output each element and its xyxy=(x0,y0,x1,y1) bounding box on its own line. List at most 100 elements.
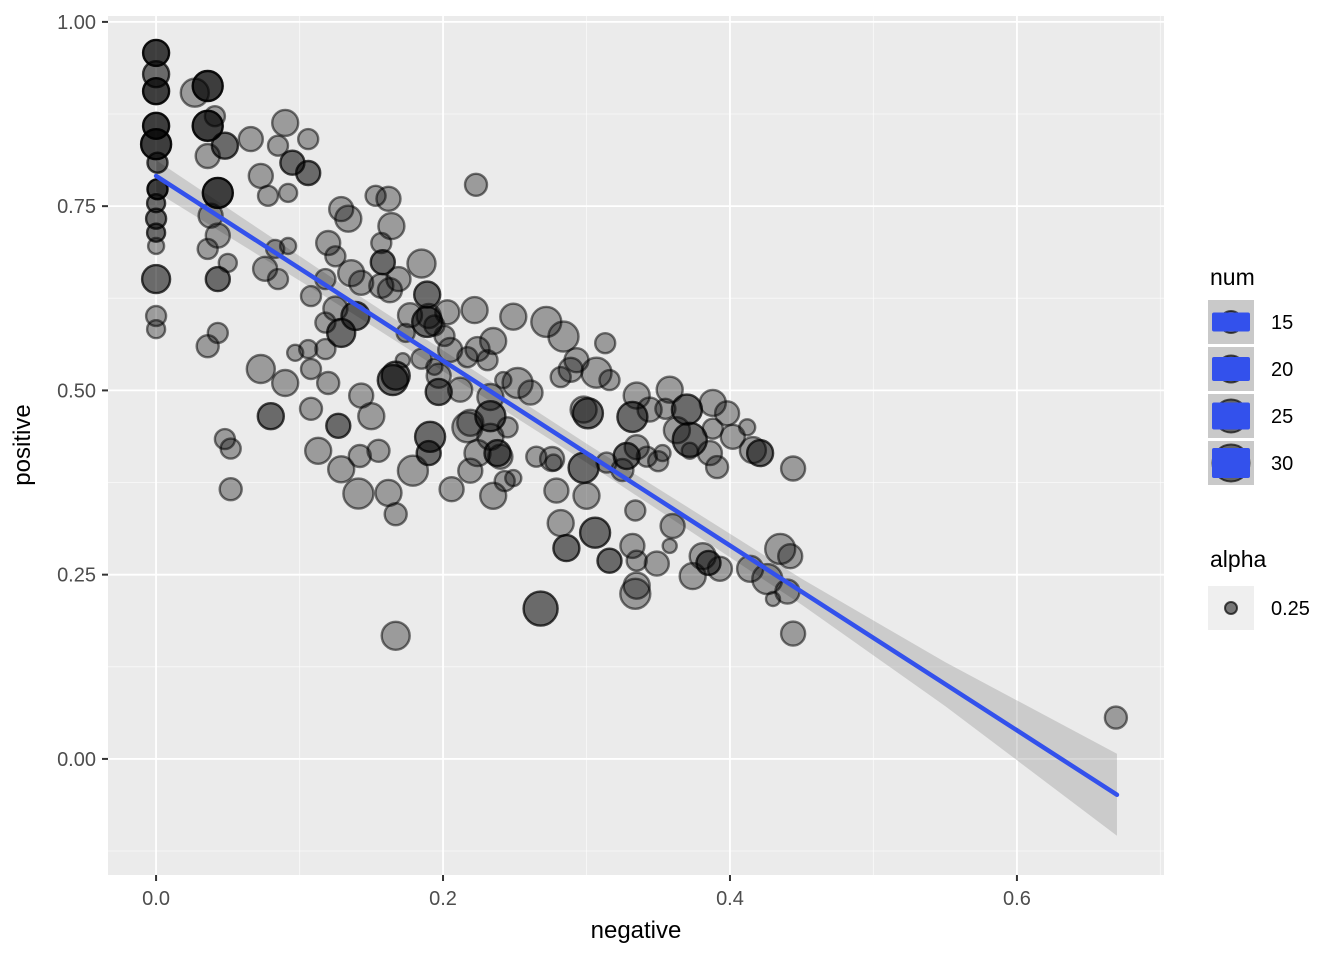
data-point xyxy=(297,127,320,151)
data-point xyxy=(504,468,523,488)
legend-smooth-swatch xyxy=(1212,448,1250,478)
data-point xyxy=(271,368,300,398)
data-point xyxy=(201,176,235,210)
data-point xyxy=(543,477,570,504)
legend-num-label: 20 xyxy=(1271,359,1293,381)
legend-num-label: 15 xyxy=(1271,312,1293,334)
data-point xyxy=(191,109,224,143)
data-point xyxy=(701,417,724,440)
data-point xyxy=(547,320,580,353)
data-point xyxy=(745,438,775,468)
data-point xyxy=(348,269,375,296)
data-point xyxy=(625,549,648,572)
legend-alpha-label: 0.25 xyxy=(1271,598,1310,620)
data-point xyxy=(376,277,404,304)
data-point xyxy=(653,443,672,463)
data-point xyxy=(327,455,356,484)
data-point xyxy=(304,436,333,465)
data-point xyxy=(396,302,424,329)
data-point xyxy=(299,284,323,308)
data-point xyxy=(415,439,442,467)
data-point xyxy=(256,402,285,431)
data-point xyxy=(266,134,290,157)
data-point xyxy=(406,248,437,279)
data-point xyxy=(141,76,171,106)
data-point xyxy=(376,363,409,397)
data-point xyxy=(179,77,211,108)
data-point xyxy=(204,265,232,293)
data-point xyxy=(661,537,678,555)
x-tick-label: 0.0 xyxy=(142,888,170,910)
data-point xyxy=(622,381,651,410)
data-point xyxy=(194,142,221,170)
data-point xyxy=(654,397,677,420)
data-point xyxy=(571,397,605,430)
data-point xyxy=(271,108,300,138)
data-point xyxy=(314,337,337,361)
data-point xyxy=(277,182,299,204)
data-point xyxy=(195,334,220,359)
data-point xyxy=(315,229,342,257)
data-point xyxy=(295,159,322,187)
data-point xyxy=(596,547,623,574)
data-point xyxy=(146,236,166,256)
data-point xyxy=(704,454,730,480)
legend-num-key: 15 xyxy=(1208,300,1293,344)
data-point xyxy=(337,259,366,288)
data-point xyxy=(464,335,491,363)
data-point xyxy=(383,502,408,527)
data-point xyxy=(380,620,411,651)
data-point xyxy=(342,477,375,510)
y-tick-label: 1.00 xyxy=(57,12,96,34)
data-point xyxy=(394,352,411,369)
data-point xyxy=(237,125,265,153)
points-layer xyxy=(139,38,1129,730)
data-point xyxy=(777,543,804,570)
data-point xyxy=(779,620,807,647)
data-point xyxy=(580,356,613,389)
data-point xyxy=(517,379,544,406)
legend-alpha-title: alpha xyxy=(1210,546,1266,572)
data-point xyxy=(460,295,489,325)
data-point xyxy=(483,438,512,468)
data-point xyxy=(140,263,172,295)
data-point xyxy=(655,375,684,404)
y-tick-label: 0.50 xyxy=(57,380,96,402)
data-point xyxy=(552,533,581,563)
data-point xyxy=(598,368,621,392)
data-point xyxy=(546,508,575,538)
data-point xyxy=(698,388,727,418)
regression-line xyxy=(153,173,1120,797)
data-point xyxy=(619,577,652,610)
data-point xyxy=(219,437,242,460)
data-point xyxy=(572,481,601,510)
data-point xyxy=(218,477,243,502)
data-point xyxy=(522,590,559,627)
data-point xyxy=(659,512,686,540)
data-point xyxy=(706,555,734,582)
data-point xyxy=(146,151,169,174)
data-point xyxy=(247,162,274,190)
legend-num-label: 30 xyxy=(1271,453,1293,475)
y-tick-label: 0.25 xyxy=(57,565,96,587)
data-point xyxy=(678,561,707,591)
data-point xyxy=(266,267,290,291)
data-point xyxy=(278,236,298,256)
data-point xyxy=(538,445,566,473)
data-point xyxy=(738,418,757,437)
data-point xyxy=(196,237,219,261)
data-point xyxy=(424,377,453,407)
data-point xyxy=(298,396,324,421)
data-point xyxy=(594,332,617,355)
data-point xyxy=(457,457,484,484)
legend: num 15 20 25 30 alpha 0.25 xyxy=(1208,264,1310,630)
data-point xyxy=(357,402,386,431)
data-point xyxy=(1103,705,1129,730)
data-point xyxy=(347,443,372,469)
data-point xyxy=(479,326,508,356)
data-point xyxy=(325,412,352,439)
data-point xyxy=(434,299,461,326)
data-point xyxy=(286,343,305,362)
